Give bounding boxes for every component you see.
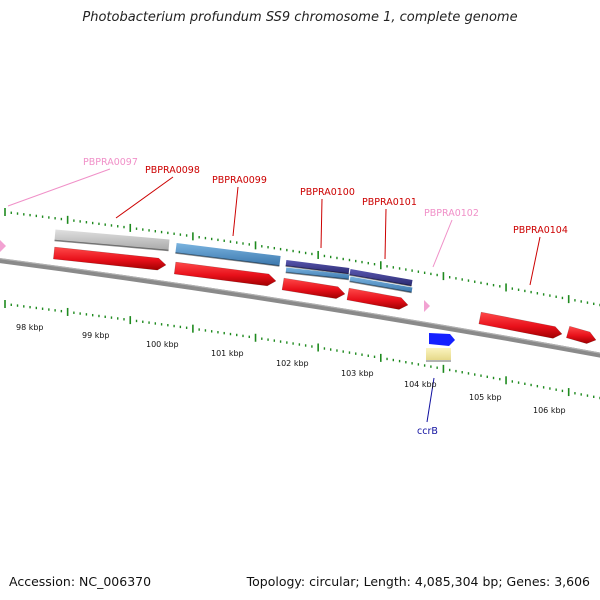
gene-arrow-pbpra0101 [346,287,409,310]
label-leaders [7,168,541,423]
pseudogene-marker-pbpra0102 [424,300,430,312]
gene-bar-pbpra0099 [175,243,281,266]
locus-label-pbpra0102[interactable]: PBPRA0102 [424,208,479,219]
locus-label-pbpra0100[interactable]: PBPRA0100 [300,187,355,198]
locus-label-pbpra0099[interactable]: PBPRA0099 [212,175,267,186]
leader-pbpra0102 [432,219,453,268]
scale-label: 103 kbp [341,369,374,378]
genome-title: Photobacterium profundum SS9 chromosome … [82,10,518,25]
gene-bar-pbpra0099-edge [175,252,280,267]
scale-label: 106 kbp [533,406,566,415]
gene-bar-ccrb [426,348,451,360]
gene-bar-pbpra0101-lower [349,276,413,293]
gene-bar-pbpra0100-upper [285,260,350,274]
gene-arrow-pbpra0104 [478,311,563,339]
leader-pbpra0104 [529,236,541,286]
leader-pbpra0101 [384,208,387,260]
scale-labels: 98 kbp 99 kbp 100 kbp 101 kbp 102 kbp 10… [16,323,566,415]
scale-label: 99 kbp [82,331,110,340]
gene-arrow-pbpra0099 [173,261,277,287]
locus-label-pbpra0101[interactable]: PBPRA0101 [362,197,417,208]
gene-bar-pbpra0101-upper [349,269,413,286]
pseudogene-marker-pbpra0097 [0,240,6,252]
chromosome-backbone [0,258,600,358]
scale-label: 105 kbp [469,393,502,402]
gene-arrow-pbpra0100 [281,277,346,299]
locus-label-pbpra0104[interactable]: PBPRA0104 [513,225,568,236]
gene-features [0,229,597,362]
gene-bar-pbpra0101-lower-edge [349,280,412,294]
leader-ccrb [426,377,435,423]
gene-bar-pbpra0100-upper-edge [285,265,349,275]
leader-pbpra0098 [115,176,174,219]
gene-bar-pbpra0098-edge [54,239,169,252]
accession-text: Accession: NC_006370 [9,574,152,589]
chromosome-backbone-highlight [0,258,600,354]
scale-label: 100 kbp [146,340,179,349]
topology-summary: Topology: circular; Length: 4,085,304 bp… [246,574,590,589]
scale-label: 101 kbp [211,349,244,358]
leader-pbpra0099 [232,186,239,237]
gene-arrow-pbpra0098 [53,246,167,271]
locus-label-ccrb[interactable]: ccrB [417,426,438,437]
leader-pbpra0100 [320,198,323,249]
gene-bar-pbpra0100-lower [285,267,350,280]
locus-label-pbpra0098[interactable]: PBPRA0098 [145,165,200,176]
tick-rows [4,208,600,400]
scale-label: 104 kbp [404,380,437,389]
scale-label: 102 kbp [276,359,309,368]
locus-label-pbpra0097[interactable]: PBPRA0097 [83,157,138,168]
locus-labels: PBPRA0097 PBPRA0098 PBPRA0099 PBPRA0100 … [83,157,568,437]
leader-pbpra0097 [7,168,111,207]
gene-bar-pbpra0100-lower-edge [285,271,349,281]
gene-bar-pbpra0101-upper-edge [349,274,412,287]
scale-label: 98 kbp [16,323,44,332]
gene-arrow-pbpra0105 [566,325,597,344]
gene-bar-pbpra0098 [54,229,170,251]
gene-arrow-ccrb [429,333,455,346]
